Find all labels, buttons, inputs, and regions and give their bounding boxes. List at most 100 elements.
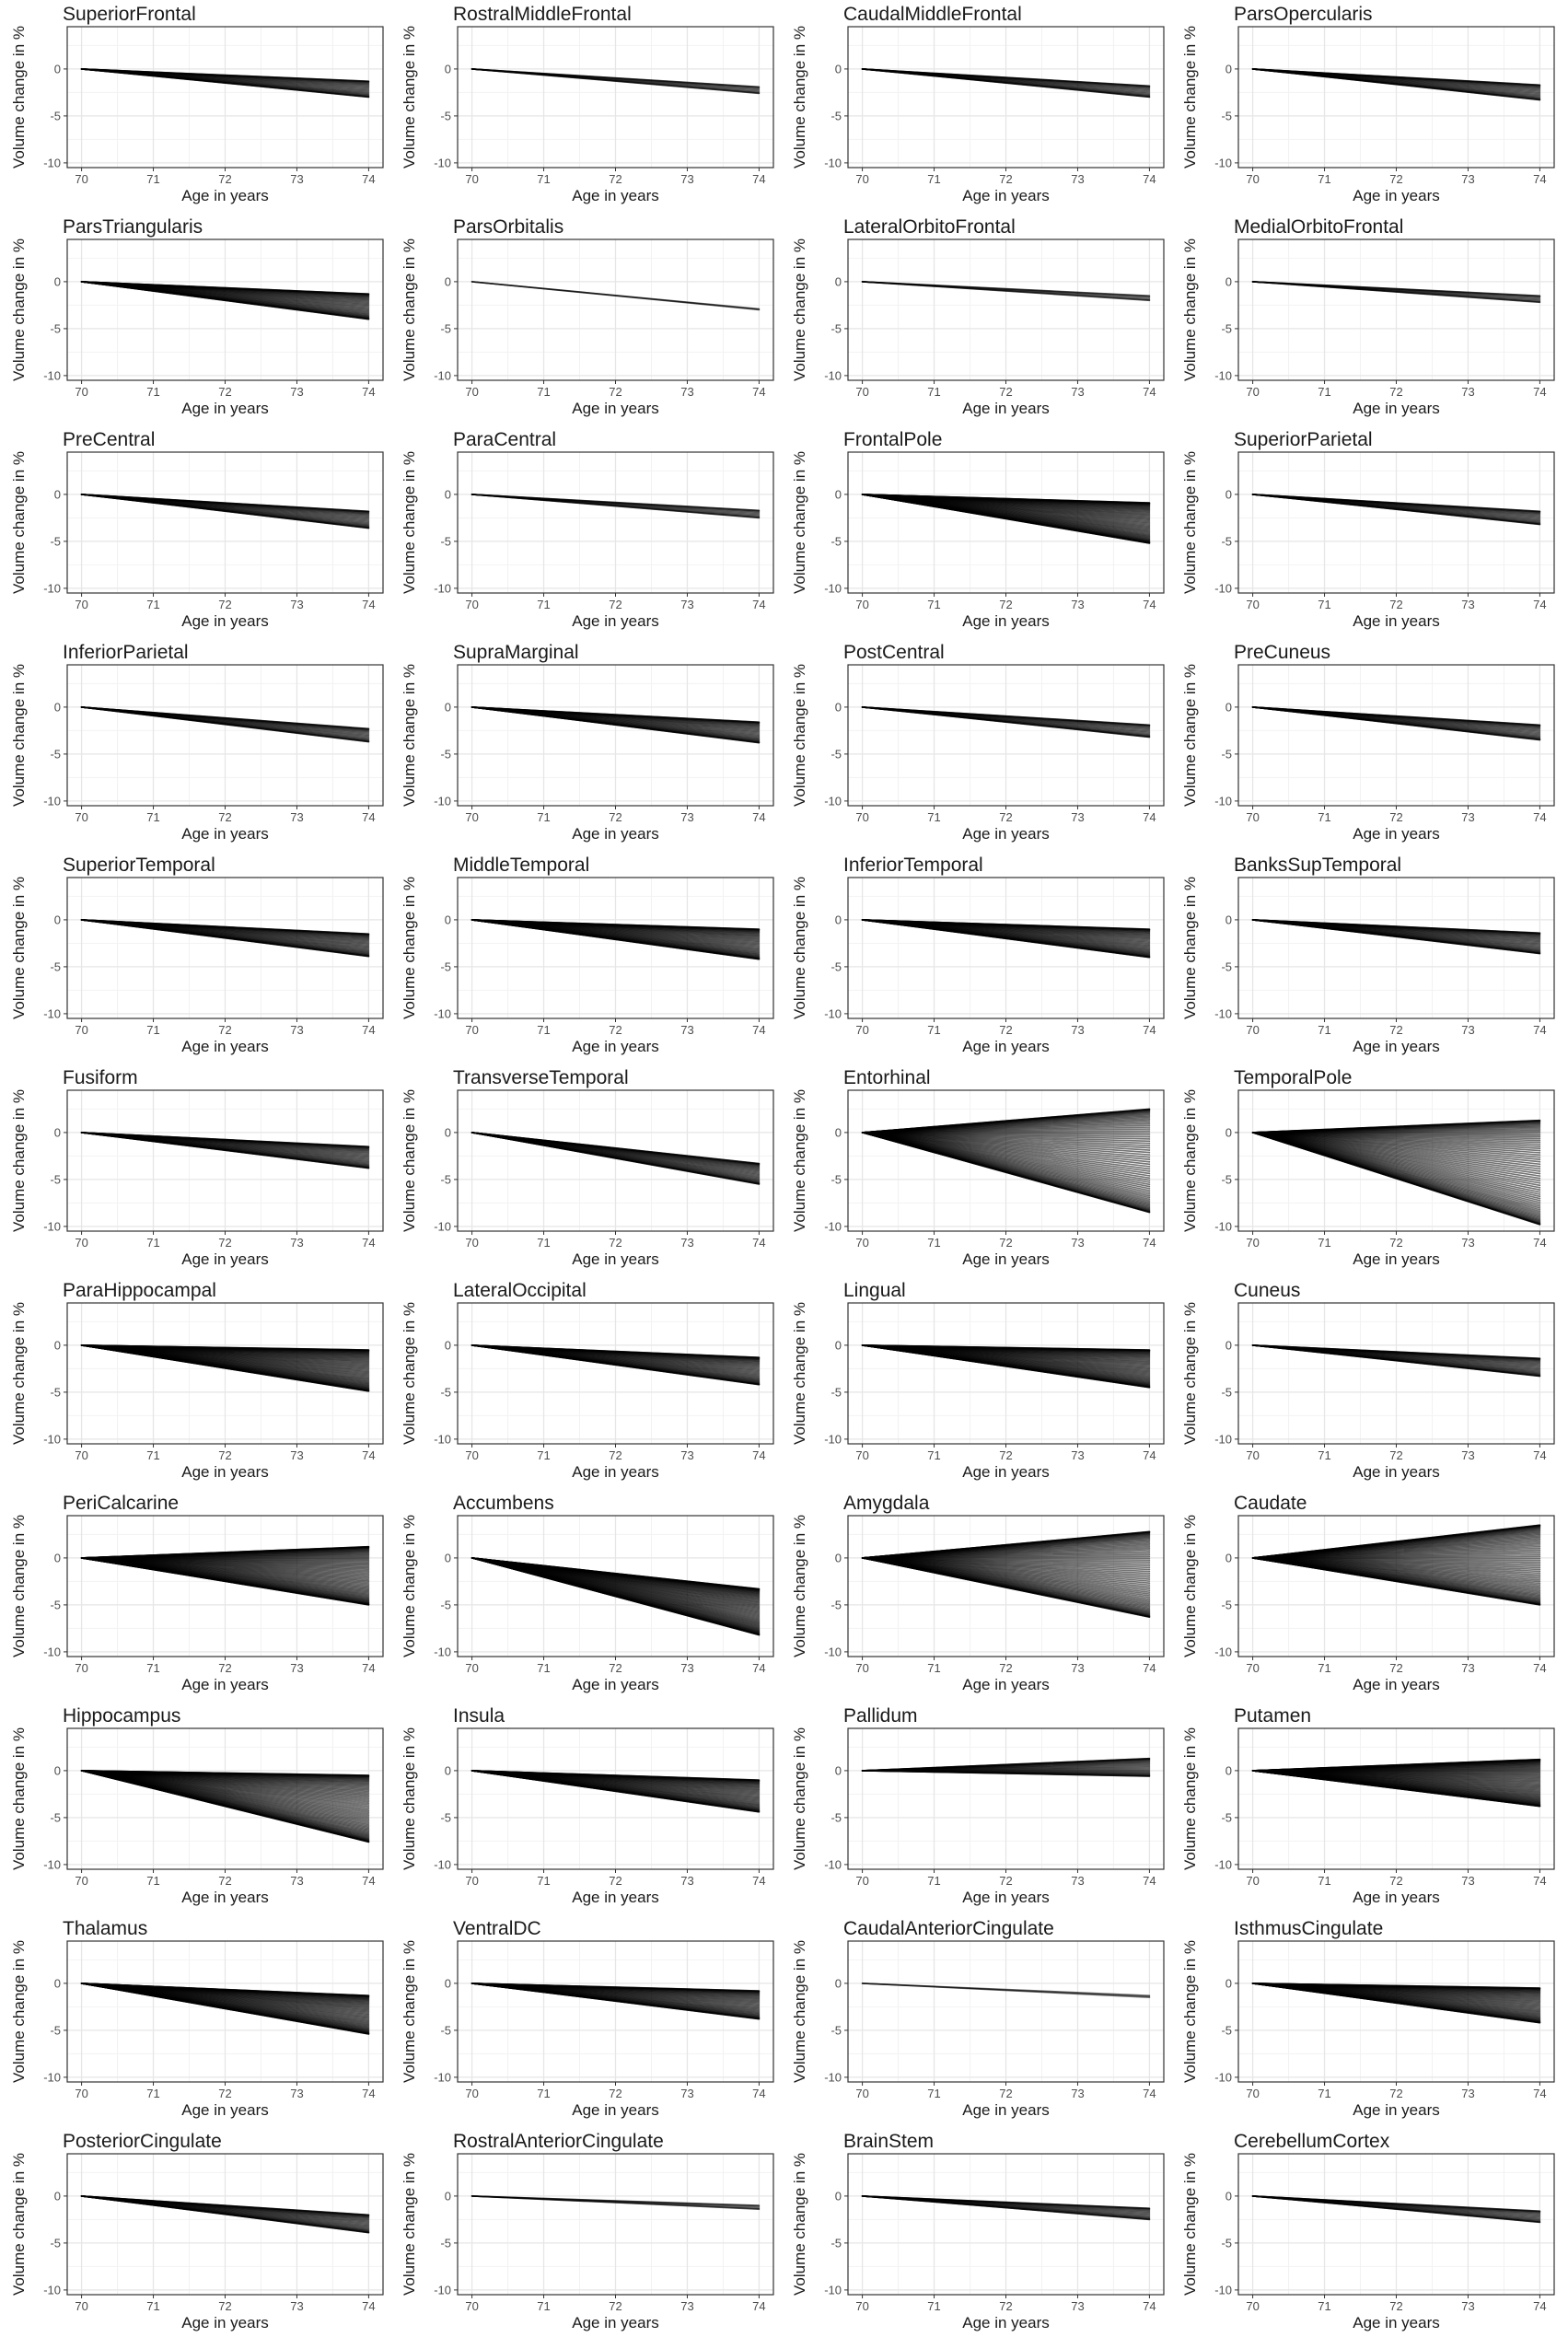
y-tick-label: -5 — [830, 1172, 842, 1186]
y-tick-label: -5 — [50, 109, 61, 122]
panel-title: Entorhinal — [843, 1067, 931, 1088]
y-axis-label: Volume change in % — [1181, 1727, 1199, 1870]
x-tick-label: 71 — [537, 1023, 550, 1037]
x-tick-label: 70 — [1246, 1874, 1259, 1888]
x-tick-label: 72 — [999, 1236, 1012, 1250]
y-tick-label: -10 — [1214, 1219, 1232, 1233]
y-axis-label: Volume change in % — [401, 1515, 418, 1657]
series-line — [861, 2195, 1151, 2209]
y-tick-label: -10 — [824, 1432, 842, 1446]
y-axis-label: Volume change in % — [1181, 877, 1199, 1019]
chart-panel: CaudalMiddleFrontal 70 71 72 73 74 -10 -5 0 Age i… — [791, 4, 1165, 204]
y-tick-label: -5 — [1221, 1385, 1232, 1399]
y-tick-label: 0 — [835, 700, 842, 714]
x-tick-label: 73 — [1071, 1661, 1084, 1675]
y-tick-label: -10 — [434, 368, 451, 382]
x-tick-label: 72 — [609, 385, 621, 399]
x-tick-label: 72 — [609, 810, 621, 824]
x-axis-label: Age in years — [572, 1250, 659, 1268]
x-tick-label: 72 — [999, 172, 1012, 186]
x-tick-label: 73 — [1071, 172, 1084, 186]
x-tick-label: 71 — [1318, 172, 1330, 186]
chart-panel: Cuneus 70 71 72 73 74 -10 -5 0 Age in years Volume… — [1181, 1280, 1555, 1481]
panel-title: MedialOrbitoFrontal — [1234, 216, 1403, 238]
y-tick-label: -5 — [1221, 109, 1232, 122]
x-tick-label: 73 — [290, 172, 303, 186]
y-tick-label: -10 — [824, 368, 842, 382]
x-tick-label: 71 — [927, 172, 940, 186]
x-tick-label: 70 — [75, 810, 87, 824]
series-line — [80, 281, 370, 295]
x-tick-label: 71 — [927, 385, 940, 399]
x-tick-label: 70 — [465, 385, 478, 399]
y-tick-label: -10 — [434, 156, 451, 169]
y-tick-label: -5 — [830, 321, 842, 335]
y-tick-label: -10 — [43, 1432, 61, 1446]
x-tick-label: 70 — [1246, 1236, 1259, 1250]
series-line — [470, 1770, 761, 1781]
panel-title: SuperiorFrontal — [63, 4, 196, 25]
series-line — [80, 494, 370, 513]
x-axis-label: Age in years — [572, 1038, 659, 1055]
series-line — [470, 1132, 761, 1165]
x-tick-label: 72 — [999, 1448, 1012, 1462]
chart-panel: ParsTriangularis 70 71 72 73 74 -10 -5 0 Age in y… — [10, 216, 384, 417]
x-tick-label: 72 — [999, 1661, 1012, 1675]
y-tick-label: -10 — [1214, 1645, 1232, 1658]
y-tick-label: -5 — [1221, 534, 1232, 548]
panel-title: ParsTriangularis — [63, 216, 203, 238]
x-tick-label: 72 — [1389, 598, 1402, 611]
panel-title: Fusiform — [63, 1067, 138, 1088]
x-tick-label: 74 — [1143, 1023, 1156, 1037]
chart-panel: BanksSupTemporal 70 71 72 73 74 -10 -5 0 Age in y… — [1181, 855, 1555, 1055]
x-tick-label: 74 — [752, 1023, 765, 1037]
x-tick-label: 70 — [465, 1661, 478, 1675]
y-axis-label: Volume change in % — [401, 1302, 418, 1445]
chart-panel: PreCentral 70 71 72 73 74 -10 -5 0 Age in years Vo… — [10, 429, 384, 630]
y-tick-label: -10 — [1214, 156, 1232, 169]
x-tick-label: 70 — [465, 810, 478, 824]
chart-panel: LateralOccipital 70 71 72 73 74 -10 -5 0 Age in y… — [401, 1280, 774, 1481]
panel-title: Pallidum — [843, 1705, 918, 1727]
y-tick-label: -5 — [1221, 1810, 1232, 1824]
series-line — [861, 281, 1151, 297]
y-tick-label: 0 — [1225, 274, 1232, 288]
x-tick-label: 74 — [362, 172, 375, 186]
x-axis-label: Age in years — [962, 2314, 1050, 2332]
series-line — [470, 281, 761, 310]
y-tick-label: 0 — [1225, 62, 1232, 76]
x-tick-label: 73 — [1071, 598, 1084, 611]
y-tick-label: -5 — [440, 109, 451, 122]
y-tick-label: -5 — [440, 321, 451, 335]
x-tick-label: 73 — [1071, 2087, 1084, 2100]
x-axis-label: Age in years — [181, 1889, 269, 1906]
y-tick-label: 0 — [54, 62, 61, 76]
y-tick-label: -5 — [50, 1385, 61, 1399]
x-tick-label: 74 — [1533, 1236, 1546, 1250]
x-tick-label: 73 — [1461, 1661, 1474, 1675]
chart-panel: Insula 70 71 72 73 74 -10 -5 0 Age in years Volume… — [401, 1705, 774, 1906]
y-tick-label: 0 — [445, 487, 451, 501]
x-tick-label: 71 — [1318, 1661, 1330, 1675]
panel-title: SuperiorTemporal — [63, 855, 215, 876]
x-tick-label: 73 — [290, 2299, 303, 2313]
y-axis-label: Volume change in % — [10, 664, 28, 807]
x-tick-label: 74 — [752, 1661, 765, 1675]
y-tick-label: -10 — [824, 2070, 842, 2084]
x-tick-label: 74 — [362, 385, 375, 399]
y-axis-label: Volume change in % — [10, 451, 28, 594]
x-axis-label: Age in years — [572, 1889, 659, 1906]
x-tick-label: 70 — [855, 2299, 868, 2313]
y-tick-label: -5 — [830, 109, 842, 122]
panel-title: PosteriorCingulate — [63, 2131, 222, 2152]
x-axis-label: Age in years — [1353, 2101, 1440, 2119]
y-tick-label: -10 — [43, 1857, 61, 1871]
y-tick-label: 0 — [1225, 487, 1232, 501]
x-tick-label: 72 — [1389, 1448, 1402, 1462]
x-tick-label: 72 — [999, 2087, 1012, 2100]
y-tick-label: -5 — [830, 2023, 842, 2037]
x-tick-label: 74 — [1143, 2299, 1156, 2313]
x-tick-label: 73 — [680, 2087, 693, 2100]
y-tick-label: -5 — [440, 1172, 451, 1186]
x-tick-label: 70 — [465, 1874, 478, 1888]
